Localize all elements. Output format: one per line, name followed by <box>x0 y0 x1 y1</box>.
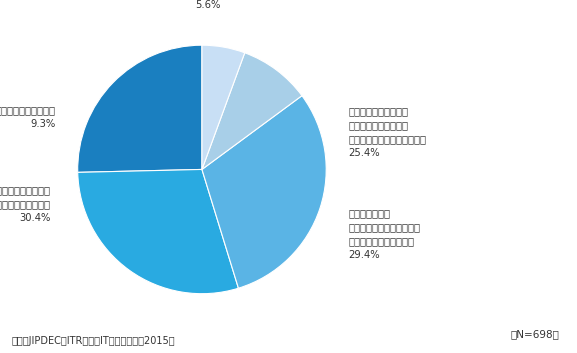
Text: さほど重視していない
9.3%: さほど重視していない 9.3% <box>0 105 55 129</box>
Text: リスクの度合いが分からない
5.6%: リスクの度合いが分からない 5.6% <box>169 0 247 10</box>
Text: 重視しており、
セキュリティ課題の中でも
優先度が高い状況である
29.4%: 重視しており、 セキュリティ課題の中でも 優先度が高い状況である 29.4% <box>349 208 421 260</box>
Wedge shape <box>78 169 238 294</box>
Wedge shape <box>202 53 302 169</box>
Text: 極めて重視しており、
経営陣からも最優先で
対応するよう求められている
25.4%: 極めて重視しており、 経営陣からも最優先で 対応するよう求められている 25.4… <box>349 106 426 158</box>
Text: 出典：JIPDEC／ITR「企業IT活用動向調査2015」: 出典：JIPDEC／ITR「企業IT活用動向調査2015」 <box>12 336 175 346</box>
Wedge shape <box>202 96 326 288</box>
Wedge shape <box>202 45 245 169</box>
Text: （N=698）: （N=698） <box>511 329 560 339</box>
Wedge shape <box>78 45 202 172</box>
Text: 他のセキュリティ課題と
同程度に重視している
30.4%: 他のセキュリティ課題と 同程度に重視している 30.4% <box>0 185 50 223</box>
